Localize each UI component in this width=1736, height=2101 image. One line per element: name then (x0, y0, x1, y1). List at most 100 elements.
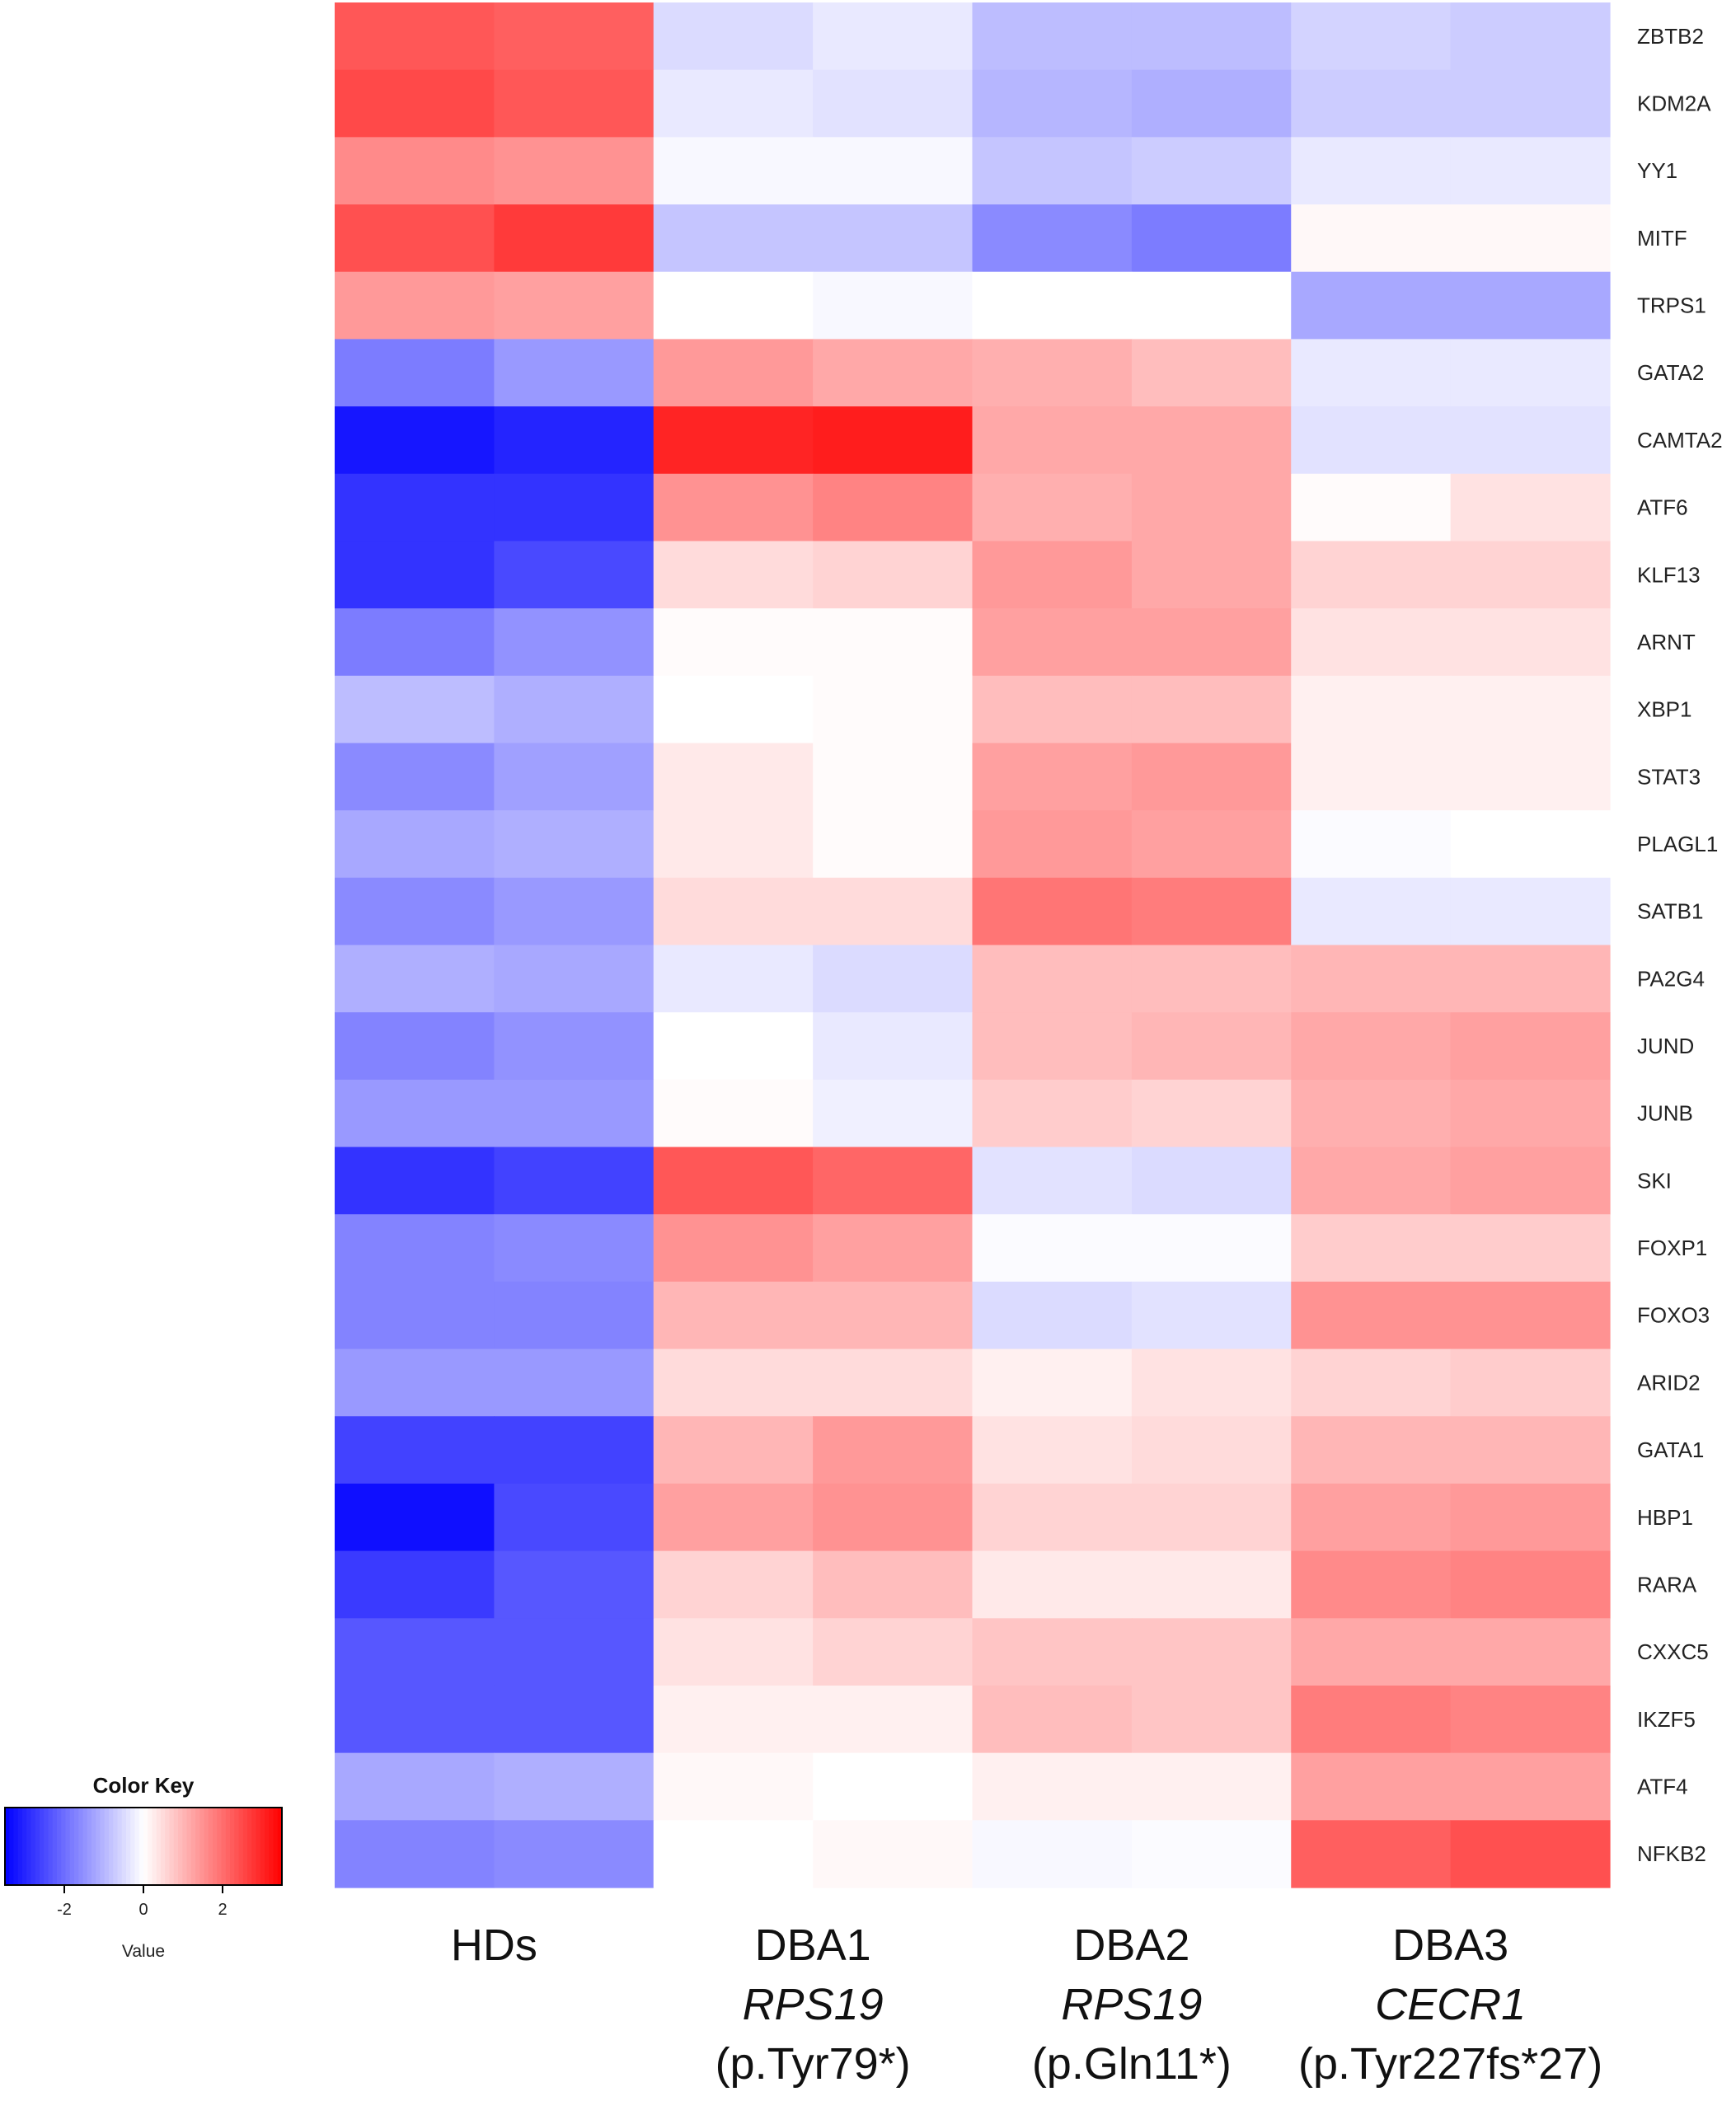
group-variant-label: (p.Gln11*) (1032, 2039, 1232, 2089)
heatmap-cell (653, 608, 814, 677)
color-key-swatch (61, 1808, 67, 1885)
heatmap-cell (335, 1281, 495, 1350)
heatmap-cell (972, 339, 1133, 407)
heatmap-cell (1131, 1685, 1292, 1754)
heatmap-cell (813, 1012, 974, 1081)
heatmap-cell (1450, 1214, 1611, 1283)
color-key-swatch (195, 1808, 200, 1885)
heatmap-cell (972, 1820, 1133, 1888)
color-key-swatch (182, 1808, 188, 1885)
heatmap-cell (494, 1483, 655, 1552)
row-label: JUND (1637, 1034, 1694, 1058)
heatmap-cell (1450, 675, 1611, 744)
row-label: CXXC5 (1637, 1639, 1709, 1664)
heatmap-cell (335, 1685, 495, 1754)
heatmap-cell (813, 1685, 974, 1754)
heatmap-cell (1450, 1147, 1611, 1215)
heatmap-cell (653, 473, 814, 542)
heatmap-cell (813, 137, 974, 205)
heatmap-cell (1131, 1079, 1292, 1148)
heatmap-cell (653, 406, 814, 475)
color-key-swatch (40, 1808, 45, 1885)
heatmap-cell (335, 945, 495, 1013)
heatmap-cell (972, 204, 1133, 273)
heatmap-cell (972, 271, 1133, 340)
heatmap-cell (1450, 1012, 1611, 1081)
group-label: HDs (451, 1920, 537, 1970)
color-key-xlabel: Value (122, 1942, 165, 1961)
heatmap-cell (335, 1348, 495, 1417)
heatmap-cell (1450, 1348, 1611, 1417)
heatmap-cells (335, 2, 1611, 1888)
color-key: Color Key -2 0 2 Value (4, 1773, 283, 1961)
heatmap-cell (1291, 1012, 1452, 1081)
color-key-swatch (109, 1808, 114, 1885)
group-gene-label: RPS19 (1061, 1980, 1202, 2029)
heatmap-cell (972, 69, 1133, 138)
color-key-swatch (13, 1808, 19, 1885)
heatmap-cell (494, 945, 655, 1013)
heatmap-cell (653, 1550, 814, 1619)
heatmap-cell (972, 1416, 1133, 1484)
color-key-swatch (242, 1808, 248, 1885)
color-key-swatch (260, 1808, 265, 1885)
heatmap-cell (1131, 1147, 1292, 1215)
row-label: ZBTB2 (1637, 24, 1704, 49)
color-key-swatch (256, 1808, 261, 1885)
heatmap-cell (972, 1079, 1133, 1148)
heatmap-cell (494, 2, 655, 71)
row-label: YY1 (1637, 158, 1677, 183)
color-key-swatch (152, 1808, 157, 1885)
color-key-swatch (96, 1808, 101, 1885)
heatmap-cell (335, 1214, 495, 1283)
heatmap-cell (494, 541, 655, 609)
heatmap-cell (653, 204, 814, 273)
color-key-swatch (78, 1808, 84, 1885)
heatmap-cell (813, 1550, 974, 1619)
group-gene-label: CECR1 (1375, 1980, 1526, 2029)
heatmap-cell (1450, 473, 1611, 542)
color-key-swatch (199, 1808, 205, 1885)
row-label: ATF4 (1637, 1774, 1688, 1799)
heatmap-cell (1450, 1483, 1611, 1552)
heatmap-cell (494, 1550, 655, 1619)
row-labels: ZBTB2 KDM2A YY1 MITF TRPS1 GATA2 CAMTA2 ATF6 KLF… (1637, 24, 1723, 1866)
heatmap-cell (1291, 1147, 1452, 1215)
heatmap-cell (494, 877, 655, 946)
color-key-swatch (247, 1808, 252, 1885)
heatmap-cell (1291, 204, 1452, 273)
row-label: PA2G4 (1637, 966, 1705, 991)
heatmap-cell (335, 810, 495, 879)
heatmap-cell (653, 945, 814, 1013)
heatmap-cell (1131, 473, 1292, 542)
heatmap-cell (653, 743, 814, 811)
heatmap-cell (1131, 1618, 1292, 1686)
color-key-swatch (143, 1808, 148, 1885)
group-label: DBA3 (1392, 1920, 1508, 1970)
color-key-swatch (221, 1808, 227, 1885)
heatmap-cell (813, 877, 974, 946)
heatmap-cell (1131, 877, 1292, 946)
color-key-swatch (69, 1808, 75, 1885)
color-key-swatch (161, 1808, 166, 1885)
row-label: JUNB (1637, 1101, 1693, 1126)
heatmap-cell (494, 1012, 655, 1081)
heatmap-cell (1291, 1416, 1452, 1484)
heatmap-cell (1131, 1820, 1292, 1888)
heatmap-cell (1131, 675, 1292, 744)
heatmap-cell (1291, 743, 1452, 811)
heatmap-cell (653, 1079, 814, 1148)
group-variant-label: (p.Tyr227fs*27) (1298, 2039, 1602, 2089)
heatmap-cell (1291, 1214, 1452, 1283)
heatmap-cell (1450, 1820, 1611, 1888)
group-labels: HDs DBA1 RPS19 (p.Tyr79*) DBA2 RPS19 (p.Gln11*… (451, 1920, 1602, 2089)
heatmap-cell (494, 1281, 655, 1350)
heatmap-cell (653, 877, 814, 946)
color-key-swatch (138, 1808, 144, 1885)
color-key-swatch (100, 1808, 106, 1885)
color-key-swatch (277, 1808, 283, 1885)
heatmap-cell (1450, 406, 1611, 475)
color-key-swatch (82, 1808, 88, 1885)
color-key-gradient (5, 1808, 283, 1885)
heatmap-cell (972, 1012, 1133, 1081)
